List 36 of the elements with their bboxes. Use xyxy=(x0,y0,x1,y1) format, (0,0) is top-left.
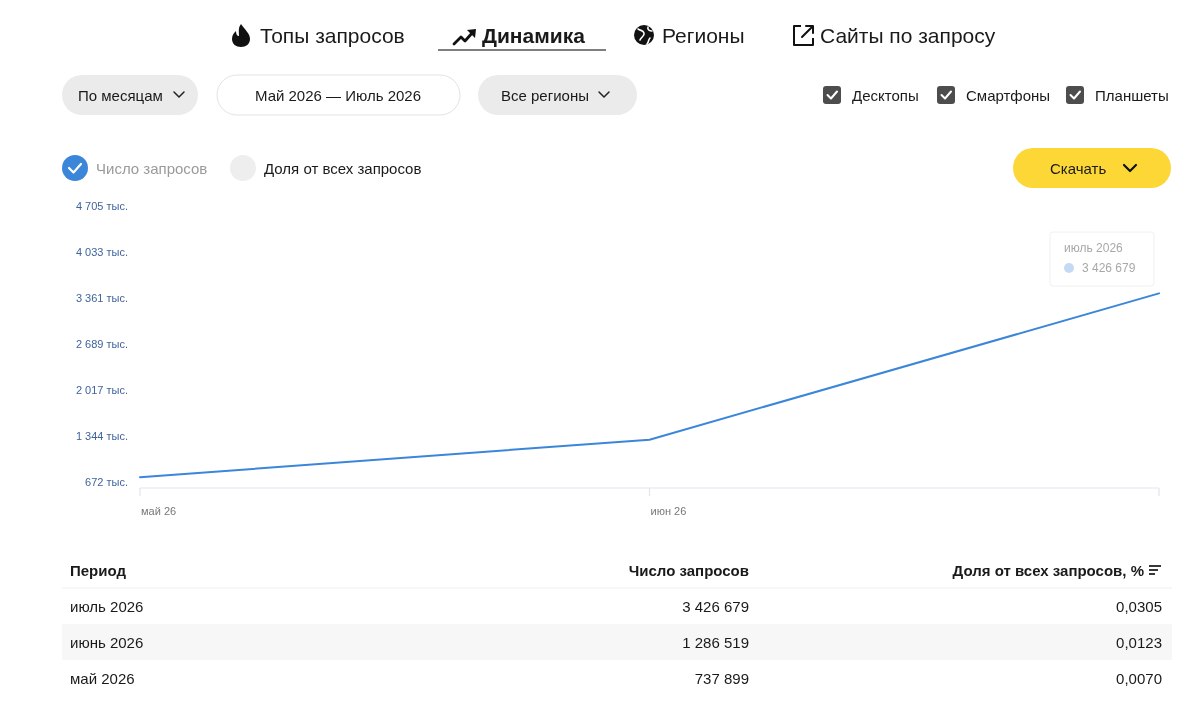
annotation: 3 426 679 xyxy=(1082,261,1136,275)
y-tick-label: 4 705 тыс. xyxy=(75,200,128,212)
text: Период xyxy=(70,561,127,579)
x-tick-label: июн 26 xyxy=(650,505,687,517)
legend-label: Число запросов xyxy=(96,159,208,177)
text: 0,0305 xyxy=(1116,597,1162,615)
text: 737 899 xyxy=(694,669,749,687)
text: май 2026 xyxy=(70,669,135,687)
text: 0,0123 xyxy=(1116,633,1162,651)
text: Регионы xyxy=(662,23,745,47)
y-tick-label: 2 017 тыс. xyxy=(75,383,128,396)
text: июнь 2026 xyxy=(70,633,144,651)
text: Все регионы xyxy=(501,86,589,104)
text: Май 2026 — Июль 2026 xyxy=(254,86,422,104)
text: 0,0070 xyxy=(1116,669,1162,687)
text: 3 426 679 xyxy=(682,597,749,615)
y-tick-label: 1 344 тыс. xyxy=(75,429,128,442)
text: Планшеты xyxy=(1095,86,1169,104)
y-tick-label: 4 033 тыс. xyxy=(75,245,128,258)
text: Динамика xyxy=(482,23,586,47)
y-tick-label: 2 689 тыс. xyxy=(75,337,128,350)
text: Десктопы xyxy=(852,86,919,104)
text: Число запросов xyxy=(628,561,749,579)
annotation: июль 2026 xyxy=(1064,241,1124,255)
text: Скачать xyxy=(1050,159,1107,177)
text: Смартфоны xyxy=(966,86,1051,104)
text: 1 286 519 xyxy=(682,633,749,651)
text: Доля от всех запросов xyxy=(264,159,422,177)
text: Доля от всех запросов, % xyxy=(952,561,1144,579)
x-tick-label: май 26 xyxy=(141,505,177,517)
text: Сайты по запросу xyxy=(820,23,996,47)
text: Топы запросов xyxy=(260,23,405,47)
y-tick-label: 672 тыс. xyxy=(85,475,128,488)
text: июль 2026 xyxy=(70,597,144,615)
y-tick-label: 3 361 тыс. xyxy=(75,291,128,304)
text: По месяцам xyxy=(78,86,163,104)
